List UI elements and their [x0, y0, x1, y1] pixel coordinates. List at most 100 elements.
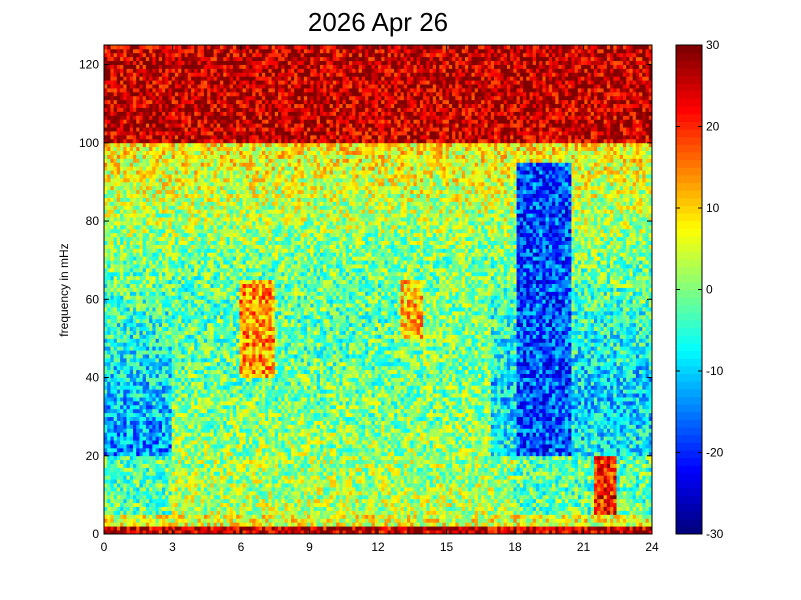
heatmap-cell [126, 76, 131, 81]
heatmap-cell [171, 271, 176, 277]
heatmap-cell [181, 510, 185, 515]
heatmap-cell [229, 205, 234, 210]
heatmap-cell [110, 264, 115, 269]
heatmap-cell [142, 487, 147, 492]
heatmap-cell [174, 389, 179, 394]
heatmap-cell [158, 314, 163, 320]
heatmap-cell [126, 459, 131, 464]
heatmap-cell [129, 260, 134, 265]
heatmap-cell [165, 170, 169, 175]
heatmap-cell [165, 205, 169, 210]
heatmap-cell [187, 99, 192, 105]
heatmap-cell [223, 463, 227, 468]
heatmap-cell [181, 322, 185, 328]
heatmap-cell [136, 287, 140, 292]
heatmap-cell [194, 404, 198, 410]
heatmap-cell [113, 393, 118, 398]
heatmap-cell [152, 510, 156, 515]
heatmap-cell [133, 95, 137, 101]
heatmap-cell [171, 483, 176, 488]
heatmap-cell [162, 330, 166, 335]
heatmap-cell [149, 479, 153, 484]
heatmap-cell [178, 522, 182, 527]
heatmap-cell [158, 209, 163, 214]
heatmap-cell [149, 205, 153, 210]
heatmap-cell [220, 299, 224, 304]
heatmap-cell [220, 138, 224, 144]
heatmap-cell [181, 334, 185, 339]
heatmap-cell [110, 526, 115, 531]
heatmap-cell [226, 455, 231, 461]
heatmap-cell [110, 131, 115, 136]
heatmap-cell [158, 369, 163, 375]
heatmap-cell [226, 475, 231, 480]
heatmap-cell [168, 483, 173, 488]
heatmap-cell [187, 455, 192, 461]
heatmap-cell [207, 123, 211, 128]
heatmap-cell [152, 459, 156, 464]
heatmap-cell [226, 397, 231, 402]
heatmap-cell [184, 232, 189, 238]
heatmap-cell [184, 174, 189, 179]
heatmap-cell [162, 428, 166, 433]
heatmap-cell [229, 451, 234, 457]
heatmap-cell [220, 444, 224, 449]
heatmap-cell [129, 354, 134, 359]
heatmap-cell [194, 170, 198, 175]
heatmap-cell [226, 498, 231, 504]
heatmap-cell [123, 209, 127, 214]
heatmap-cell [126, 526, 131, 531]
heatmap-cell [174, 397, 179, 402]
heatmap-cell [171, 197, 176, 202]
heatmap-cell [142, 494, 147, 500]
heatmap-cell [174, 412, 179, 418]
heatmap-cell [174, 424, 179, 429]
heatmap-cell [168, 178, 173, 183]
heatmap-cell [229, 373, 234, 378]
heatmap-cell [197, 475, 202, 480]
heatmap-cell [178, 260, 182, 265]
heatmap-cell [178, 318, 182, 324]
heatmap-cell [223, 330, 227, 335]
heatmap-cell [126, 185, 131, 191]
heatmap-cell [136, 162, 140, 167]
heatmap-cell [223, 174, 227, 179]
heatmap-cell [213, 432, 218, 437]
heatmap-cell [210, 350, 214, 355]
heatmap-cell [229, 514, 234, 519]
heatmap-cell [104, 193, 108, 198]
heatmap-cell [184, 64, 189, 69]
heatmap-cell [104, 369, 108, 375]
heatmap-cell [158, 252, 163, 257]
heatmap-cell [207, 365, 211, 371]
heatmap-cell [110, 393, 115, 398]
heatmap-cell [155, 178, 160, 183]
heatmap-cell [200, 444, 205, 449]
heatmap-cell [200, 91, 205, 97]
heatmap-cell [203, 475, 208, 480]
heatmap-cell [142, 115, 147, 120]
heatmap-cell [168, 80, 173, 85]
heatmap-cell [168, 267, 173, 273]
heatmap-cell [133, 518, 137, 523]
heatmap-cell [104, 447, 108, 453]
heatmap-cell [129, 88, 134, 93]
heatmap-cell [133, 447, 137, 453]
heatmap-cell [129, 131, 134, 136]
heatmap-cell [181, 467, 185, 472]
heatmap-cell [155, 189, 160, 195]
heatmap-cell [145, 397, 150, 402]
heatmap-cell [158, 244, 163, 249]
heatmap-cell [178, 256, 182, 261]
heatmap-cell [181, 256, 185, 261]
heatmap-cell [220, 471, 224, 476]
heatmap-cell [123, 197, 127, 202]
heatmap-cell [187, 221, 192, 226]
heatmap-cell [145, 510, 150, 515]
heatmap-cell [168, 193, 173, 198]
heatmap-cell [187, 311, 192, 316]
heatmap-cell [120, 213, 124, 218]
heatmap-cell [200, 64, 205, 69]
heatmap-cell [184, 522, 189, 527]
heatmap-cell [107, 232, 111, 238]
